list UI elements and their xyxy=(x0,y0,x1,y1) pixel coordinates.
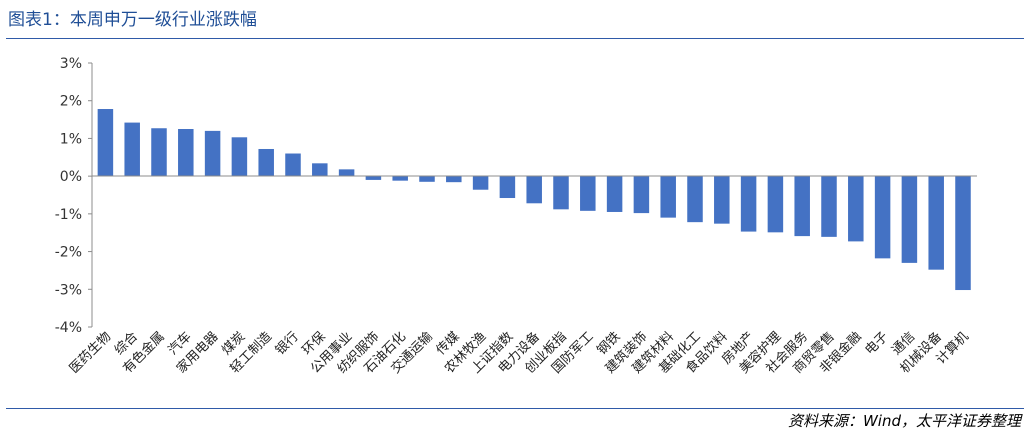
bar xyxy=(553,176,569,210)
bar xyxy=(365,176,382,180)
y-tick-label: -2% xyxy=(55,245,82,261)
bar xyxy=(285,153,301,177)
bar xyxy=(231,137,248,177)
top-divider xyxy=(6,38,1024,39)
bar xyxy=(338,169,355,177)
bar xyxy=(178,129,194,177)
x-axis-tick-labels: 医药生物综合有色金属汽车家用电器煤炭轻工制造银行环保公用事业纺织服饰石油石化交通… xyxy=(67,329,972,377)
bar xyxy=(821,176,837,237)
bar xyxy=(526,176,542,204)
bar xyxy=(633,176,650,214)
bar xyxy=(660,176,676,218)
bar xyxy=(419,176,435,182)
bar xyxy=(204,130,221,177)
bar xyxy=(499,176,516,199)
bar xyxy=(97,109,114,177)
bar xyxy=(955,176,971,291)
bar xyxy=(392,176,408,181)
bar xyxy=(687,176,703,223)
source-note: 资料来源：Wind，太平洋证券整理 xyxy=(787,412,1021,430)
bottom-divider xyxy=(6,408,1024,409)
y-tick-label: -3% xyxy=(55,282,82,298)
y-tick-label: 1% xyxy=(60,131,82,147)
bar xyxy=(794,176,810,237)
y-tick-label: 0% xyxy=(60,169,82,185)
bar-series xyxy=(97,109,971,291)
x-tick-label: 电子 xyxy=(862,329,891,358)
y-axis-ticks: 3% 2% 1% 0% -1% -2% -3% -4% xyxy=(55,56,92,336)
bar xyxy=(901,176,918,263)
bar xyxy=(874,176,891,259)
bar xyxy=(124,122,140,177)
y-tick-label: -4% xyxy=(55,320,82,336)
bar xyxy=(472,176,489,190)
y-tick-label: 2% xyxy=(60,94,82,110)
bar xyxy=(151,128,167,177)
x-tick-label: 银行 xyxy=(273,329,302,358)
y-tick-label: 3% xyxy=(60,56,82,72)
bar xyxy=(767,176,784,233)
y-tick-label: -1% xyxy=(55,207,82,223)
bar xyxy=(312,163,328,177)
bar xyxy=(928,176,944,270)
bar xyxy=(606,176,623,212)
bar xyxy=(446,176,462,183)
x-tick-label: 医药生物 xyxy=(67,329,114,376)
bar xyxy=(740,176,757,232)
bar xyxy=(714,176,730,224)
bar xyxy=(848,176,864,242)
bar xyxy=(580,176,596,211)
bar xyxy=(258,148,274,177)
figure-title: 图表1：本周申万一级行业涨跌幅 xyxy=(8,10,257,30)
